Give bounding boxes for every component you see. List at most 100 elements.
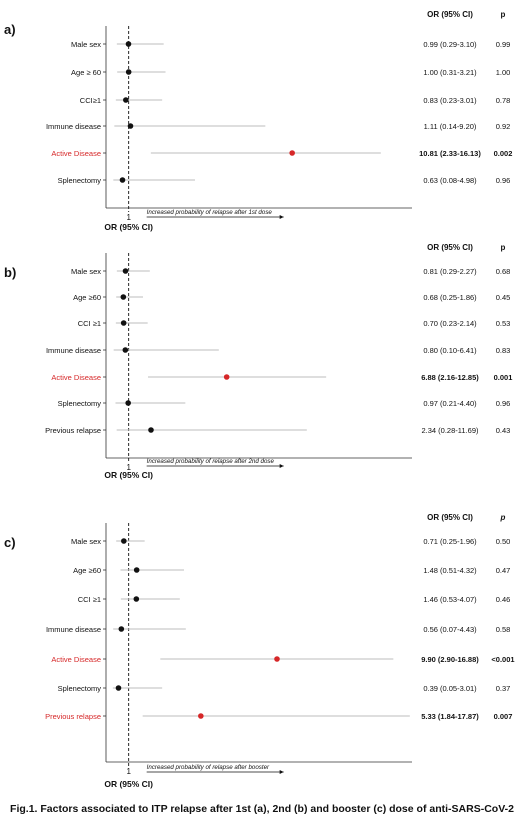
or-ci-value: 0.39 (0.05-3.01) <box>423 684 477 693</box>
or-point <box>120 320 127 326</box>
panel-label: a) <box>4 22 16 37</box>
or-ci-value: 1.48 (0.51-4.32) <box>423 566 477 575</box>
or-ci-value: 0.83 (0.23-3.01) <box>423 96 477 105</box>
p-value: 0.58 <box>496 625 511 634</box>
header-or-ci: OR (95% CI) <box>427 243 473 252</box>
panel-label: b) <box>4 265 16 280</box>
figure-caption: Fig.1. Factors associated to ITP relapse… <box>10 803 514 815</box>
header-or-ci: OR (95% CI) <box>427 10 473 19</box>
x-axis-label: OR (95% CI) <box>104 470 153 480</box>
p-value: 0.53 <box>496 319 511 328</box>
or-ci-value: 9.90 (2.90-16.88) <box>421 655 479 664</box>
row-label: Previous relapse <box>45 712 101 721</box>
or-ci-value: 0.81 (0.29-2.27) <box>423 267 477 276</box>
or-ci-value: 6.88 (2.16-12.85) <box>421 373 479 382</box>
row-label: Male sex <box>71 267 101 276</box>
row-label: Splenectomy <box>58 399 102 408</box>
or-point <box>118 626 125 632</box>
or-ci-value: 1.46 (0.53-4.07) <box>423 595 477 604</box>
row-label: Active Disease <box>51 149 101 158</box>
or-point <box>121 538 127 544</box>
p-value: 0.43 <box>496 426 511 435</box>
or-ci-value: 0.80 (0.10-6.41) <box>423 346 477 355</box>
or-point <box>198 713 204 719</box>
p-value: 0.002 <box>494 149 513 158</box>
or-ci-value: 2.34 (0.28-11.69) <box>422 426 479 435</box>
or-ci-value: 10.81 (2.33-16.13) <box>419 149 481 158</box>
row-label: CCI≥1 <box>80 96 101 105</box>
or-ci-value: 0.68 (0.25-1.86) <box>423 293 477 302</box>
row-label: Age ≥ 60 <box>71 68 101 77</box>
row-label: CCI ≥1 <box>78 595 101 604</box>
p-value: 0.47 <box>496 566 511 575</box>
p-value: 0.45 <box>496 293 511 302</box>
p-value: 0.78 <box>496 96 511 105</box>
p-value: 1.00 <box>496 68 511 77</box>
panel-label: c) <box>4 535 16 550</box>
or-point <box>125 400 131 406</box>
or-point <box>115 685 122 691</box>
or-ci-value: 0.97 (0.21-4.40) <box>423 399 477 408</box>
row-label: Splenectomy <box>58 684 102 693</box>
p-value: 0.37 <box>496 684 511 693</box>
p-value: 0.92 <box>496 122 511 131</box>
p-value: <0.001 <box>491 655 514 664</box>
or-ci-value: 0.99 (0.29-3.10) <box>423 40 477 49</box>
or-point <box>122 347 129 353</box>
row-label: Previous relapse <box>45 426 101 435</box>
direction-annotation: Increased probability of relapse after 1… <box>147 209 273 216</box>
or-ci-value: 0.56 (0.07-4.43) <box>423 625 477 634</box>
row-label: Immune disease <box>46 346 101 355</box>
row-label: Male sex <box>71 537 101 546</box>
row-label: Male sex <box>71 40 101 49</box>
or-ci-value: 1.11 (0.14-9.20) <box>424 122 477 131</box>
direction-arrowhead <box>279 464 284 468</box>
or-ci-value: 0.63 (0.08-4.98) <box>423 176 477 185</box>
direction-annotation: Increased probability of relapse after 2… <box>147 458 275 465</box>
or-ci-value: 1.00 (0.31-3.21) <box>423 68 477 77</box>
p-value: 0.96 <box>496 176 511 185</box>
or-point <box>289 150 295 156</box>
direction-annotation: Increased probability of relapse after b… <box>147 764 270 771</box>
row-label: Active Disease <box>51 373 101 382</box>
row-label: CCI ≥1 <box>78 319 101 328</box>
p-value: 0.001 <box>494 373 513 382</box>
p-value: 0.96 <box>496 399 511 408</box>
p-value: 0.99 <box>496 40 511 49</box>
or-ci-value: 0.70 (0.23-2.14) <box>423 319 477 328</box>
x-tick-label: 1 <box>126 213 131 222</box>
row-label: Age ≥60 <box>73 566 101 575</box>
or-point <box>148 427 154 433</box>
or-point <box>120 294 127 300</box>
p-value: 0.46 <box>496 595 511 604</box>
or-point <box>119 177 126 183</box>
or-point <box>125 41 132 47</box>
or-point <box>123 97 129 103</box>
or-ci-value: 5.33 (1.84-17.87) <box>421 712 479 721</box>
or-point <box>122 268 129 274</box>
or-point <box>133 567 140 573</box>
row-label: Age ≥60 <box>73 293 101 302</box>
row-label: Immune disease <box>46 122 101 131</box>
x-axis-label: OR (95% CI) <box>104 222 153 232</box>
header-p: p <box>501 243 506 252</box>
or-point <box>133 596 140 602</box>
x-tick-label: 1 <box>126 463 131 472</box>
p-value: 0.007 <box>494 712 513 721</box>
or-point <box>125 69 132 75</box>
row-label: Immune disease <box>46 625 101 634</box>
direction-arrowhead <box>279 770 284 774</box>
or-point <box>274 656 280 662</box>
p-value: 0.50 <box>496 537 511 546</box>
header-p: p <box>500 513 506 522</box>
header-or-ci: OR (95% CI) <box>427 513 473 522</box>
row-label: Splenectomy <box>58 176 102 185</box>
x-axis-label: OR (95% CI) <box>104 779 153 789</box>
row-label: Active Disease <box>51 655 101 664</box>
header-p: p <box>501 10 506 19</box>
or-ci-value: 0.71 (0.25-1.96) <box>423 537 477 546</box>
p-value: 0.68 <box>496 267 511 276</box>
direction-arrowhead <box>279 215 284 219</box>
or-point <box>223 374 230 380</box>
